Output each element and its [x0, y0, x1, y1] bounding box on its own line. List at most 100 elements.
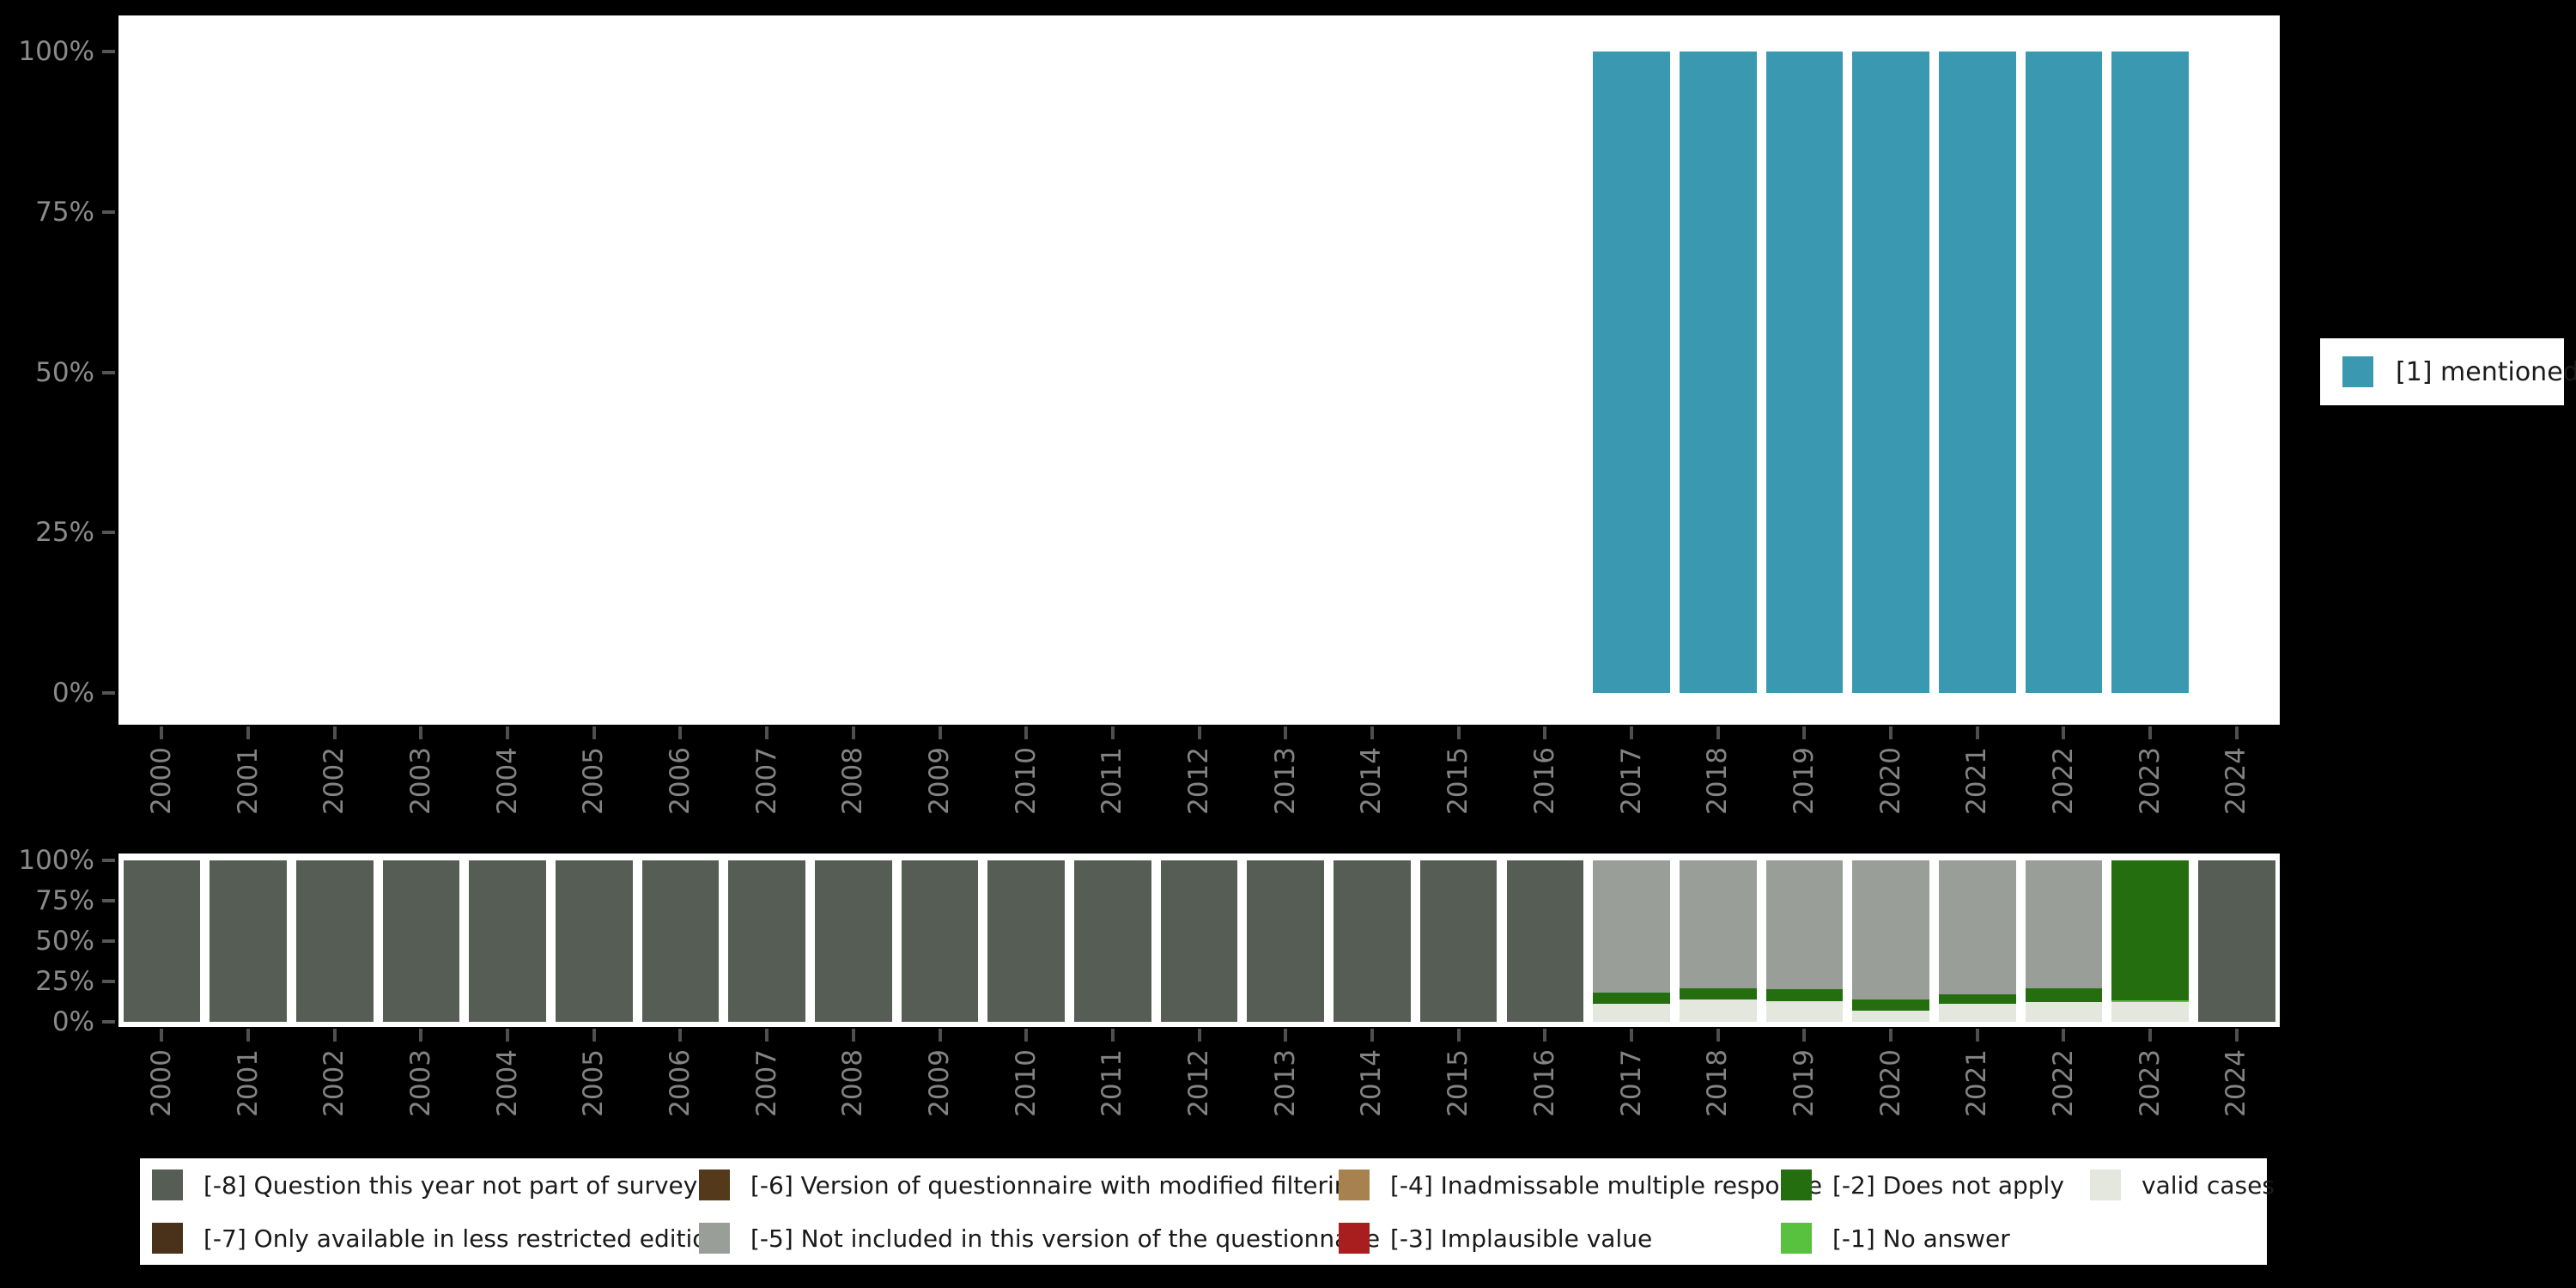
bar-segment [1247, 860, 1325, 1022]
year-label: 2020 [1874, 747, 1906, 815]
year-label: 2003 [404, 1049, 436, 1117]
x-tick-slot: 2010 [983, 1029, 1070, 1157]
year-label: 2019 [1788, 1049, 1820, 1117]
top-chart-plot-area [118, 52, 2280, 693]
year-label: 2020 [1874, 1049, 1906, 1117]
x-tick-slot: 2004 [465, 1029, 551, 1157]
bar-slot [2020, 860, 2107, 1022]
year-label: 2022 [2047, 1049, 2079, 1117]
x-tick-slot: 2015 [1415, 726, 1502, 855]
y-tick-mark [102, 899, 115, 902]
year-label: 2015 [1443, 747, 1474, 815]
x-tick-slot: 2003 [378, 726, 465, 855]
y-tick-mark [102, 691, 115, 695]
bar-segment [1938, 1004, 2016, 1022]
bar-slot [2194, 52, 2281, 693]
stacked-bar-2010 [987, 860, 1066, 1022]
bottom-chart-plot-area [118, 860, 2280, 1022]
bar-segment [210, 860, 287, 1022]
bar-segment [901, 860, 979, 1022]
x-tick-slot: 2009 [896, 726, 983, 855]
bar-slot [378, 52, 465, 693]
stacked-bar-2000 [124, 52, 201, 693]
bar-segment [1852, 999, 1929, 1011]
y-tick-mark [102, 939, 115, 943]
year-label: 2019 [1788, 747, 1820, 815]
x-tick-slot: 2012 [1156, 1029, 1242, 1157]
bar-segment [2198, 860, 2275, 1022]
stacked-bar-2003 [383, 52, 460, 693]
x-tick-slot: 2024 [2194, 1029, 2281, 1157]
year-label: 2011 [1097, 747, 1128, 815]
y-tick-mark [102, 210, 115, 214]
stacked-bar-2017 [1593, 52, 1670, 693]
stacked-bar-2004 [469, 860, 546, 1022]
x-tick-mark [1716, 1029, 1720, 1042]
y-tick: 0% [52, 1006, 115, 1037]
x-tick-slot: 2017 [1589, 1029, 1675, 1157]
bar-segment [555, 860, 633, 1022]
year-label: 2023 [2134, 747, 2166, 815]
stacked-bar-2024 [2198, 52, 2275, 693]
legend-key [1339, 1170, 1370, 1200]
x-tick-slot: 2017 [1589, 726, 1675, 855]
year-label: 2006 [664, 1049, 696, 1117]
x-tick-slot: 2000 [118, 726, 205, 855]
stacked-bar-2008 [815, 860, 892, 1022]
stacked-bar-2018 [1679, 52, 1757, 693]
stacked-bar-2019 [1765, 52, 1844, 693]
y-tick: 25% [35, 517, 115, 548]
x-tick-slot: 2020 [1848, 1029, 1935, 1157]
stacked-bar-2009 [901, 860, 979, 1022]
y-tick: 100% [18, 845, 115, 876]
x-tick-mark [2234, 1029, 2239, 1042]
x-tick-slot: 2011 [1070, 1029, 1157, 1157]
bar-slot [118, 52, 205, 693]
y-tick-label: 0% [52, 1006, 94, 1037]
y-tick-label: 75% [35, 885, 94, 916]
x-tick-slot: 2022 [2020, 726, 2107, 855]
stacked-bar-2022 [2025, 860, 2103, 1022]
bar-segment [2025, 860, 2103, 988]
x-tick-slot: 2018 [1674, 726, 1761, 855]
legend-item: [-2] Does not apply [1781, 1170, 2090, 1200]
x-tick-slot: 2014 [1329, 726, 1416, 855]
x-tick-mark [765, 1029, 769, 1042]
year-label: 2023 [2134, 1049, 2166, 1117]
x-tick-mark [1110, 1029, 1115, 1042]
legend-item: [-6] Version of questionnaire with modif… [699, 1170, 1364, 1200]
x-tick-slot: 2009 [896, 1029, 983, 1157]
x-tick-mark [1975, 726, 1979, 739]
y-tick-label: 0% [52, 677, 94, 708]
year-label: 2011 [1097, 1049, 1128, 1117]
x-tick-mark [1802, 726, 1807, 739]
stacked-bar-2006 [642, 52, 720, 693]
year-label: 2024 [2221, 747, 2252, 815]
y-tick-mark [102, 980, 115, 983]
x-tick-slot: 2021 [1934, 1029, 2020, 1157]
x-tick-mark [1802, 1029, 1807, 1042]
bar-segment [1852, 1010, 1929, 1022]
bar-slot [291, 52, 378, 693]
year-label: 2013 [1269, 747, 1301, 815]
x-tick-mark [765, 726, 769, 739]
y-tick-label: 25% [35, 517, 94, 549]
x-tick-mark [506, 1029, 510, 1042]
year-label: 2021 [1961, 1049, 1993, 1117]
bottom-chart-y-axis: 0% 25% 50% 75% 100% [0, 845, 115, 1037]
year-label: 2017 [1615, 747, 1647, 815]
x-tick-slot: 2013 [1242, 1029, 1329, 1157]
y-tick-mark [102, 1020, 115, 1024]
year-label: 2008 [837, 747, 869, 815]
bar-slot [724, 860, 811, 1022]
stacked-bar-2017 [1593, 860, 1670, 1022]
year-label: 2004 [491, 1049, 523, 1117]
top-chart-x-axis: 2000 2001 2002 2003 2004 2005 2006 2007 2008 2009… [118, 726, 2280, 855]
legend-key [699, 1170, 730, 1200]
x-tick-slot: 2001 [205, 726, 292, 855]
year-label: 2009 [924, 747, 956, 815]
bar-slot [291, 860, 378, 1022]
year-label: 2014 [1356, 1049, 1388, 1117]
bar-slot [2107, 860, 2194, 1022]
